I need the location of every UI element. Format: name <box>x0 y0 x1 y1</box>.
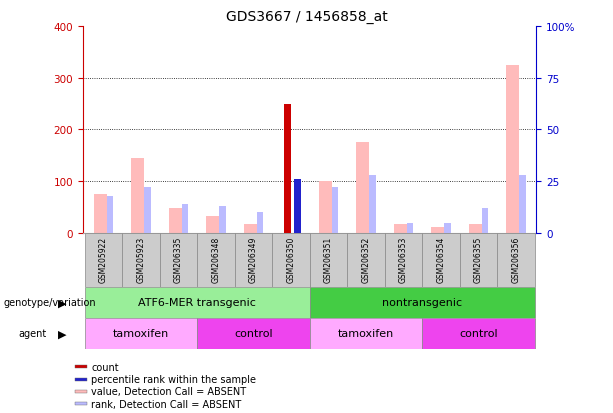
Text: GSM206348: GSM206348 <box>211 236 220 282</box>
Bar <box>85 318 197 349</box>
Bar <box>519 176 526 233</box>
Bar <box>394 224 407 233</box>
Bar <box>332 188 338 233</box>
Bar <box>219 206 226 233</box>
Bar <box>94 195 107 233</box>
Text: GSM206351: GSM206351 <box>324 236 333 282</box>
Bar <box>144 188 151 233</box>
Bar <box>369 176 376 233</box>
Text: GSM205923: GSM205923 <box>136 236 145 282</box>
Text: GSM206350: GSM206350 <box>286 236 295 282</box>
Bar <box>197 318 310 349</box>
Bar <box>460 233 497 287</box>
Bar <box>85 233 122 287</box>
Text: GSM205922: GSM205922 <box>99 236 108 282</box>
Bar <box>235 233 272 287</box>
Bar <box>347 233 384 287</box>
Bar <box>422 233 460 287</box>
Bar <box>75 390 87 393</box>
Bar <box>122 233 159 287</box>
Bar <box>469 224 482 233</box>
Bar <box>207 217 219 233</box>
Bar <box>181 204 188 233</box>
Text: tamoxifen: tamoxifen <box>338 328 394 339</box>
Bar <box>497 233 535 287</box>
Text: GSM206356: GSM206356 <box>511 236 520 282</box>
Bar <box>444 223 451 233</box>
Text: genotype/variation: genotype/variation <box>3 297 96 308</box>
Text: GSM206354: GSM206354 <box>436 236 445 282</box>
Bar <box>406 223 413 233</box>
Text: GSM206352: GSM206352 <box>361 236 370 282</box>
Bar <box>75 365 87 368</box>
Bar <box>75 377 87 381</box>
Bar <box>310 287 535 318</box>
Text: GSM206349: GSM206349 <box>249 236 258 282</box>
Bar <box>482 209 489 233</box>
Text: control: control <box>234 328 273 339</box>
Bar <box>169 209 182 233</box>
Text: control: control <box>459 328 498 339</box>
Bar <box>310 318 422 349</box>
Bar <box>107 196 113 233</box>
Bar <box>356 143 370 233</box>
Bar <box>294 180 301 233</box>
Text: GDS3667 / 1456858_at: GDS3667 / 1456858_at <box>226 10 387 24</box>
Bar <box>422 318 535 349</box>
Text: GSM206355: GSM206355 <box>474 236 483 282</box>
Bar <box>284 104 291 233</box>
Bar <box>506 66 519 233</box>
Text: rank, Detection Call = ABSENT: rank, Detection Call = ABSENT <box>91 399 242 409</box>
Text: ▶: ▶ <box>58 328 67 339</box>
Text: percentile rank within the sample: percentile rank within the sample <box>91 374 256 384</box>
Text: value, Detection Call = ABSENT: value, Detection Call = ABSENT <box>91 387 246 396</box>
Bar <box>75 402 87 406</box>
Text: ATF6-MER transgenic: ATF6-MER transgenic <box>138 297 256 308</box>
Bar <box>310 233 347 287</box>
Bar <box>272 233 310 287</box>
Text: nontransgenic: nontransgenic <box>382 297 462 308</box>
Text: GSM206353: GSM206353 <box>399 236 408 282</box>
Text: tamoxifen: tamoxifen <box>113 328 169 339</box>
Bar <box>244 224 257 233</box>
Bar <box>319 182 332 233</box>
Bar <box>384 233 422 287</box>
Bar <box>197 233 235 287</box>
Bar <box>85 287 310 318</box>
Text: GSM206335: GSM206335 <box>174 236 183 282</box>
Bar <box>257 213 264 233</box>
Bar <box>131 159 145 233</box>
Text: count: count <box>91 362 119 372</box>
Bar <box>431 227 444 233</box>
Text: ▶: ▶ <box>58 297 67 308</box>
Text: agent: agent <box>18 328 47 339</box>
Bar <box>159 233 197 287</box>
